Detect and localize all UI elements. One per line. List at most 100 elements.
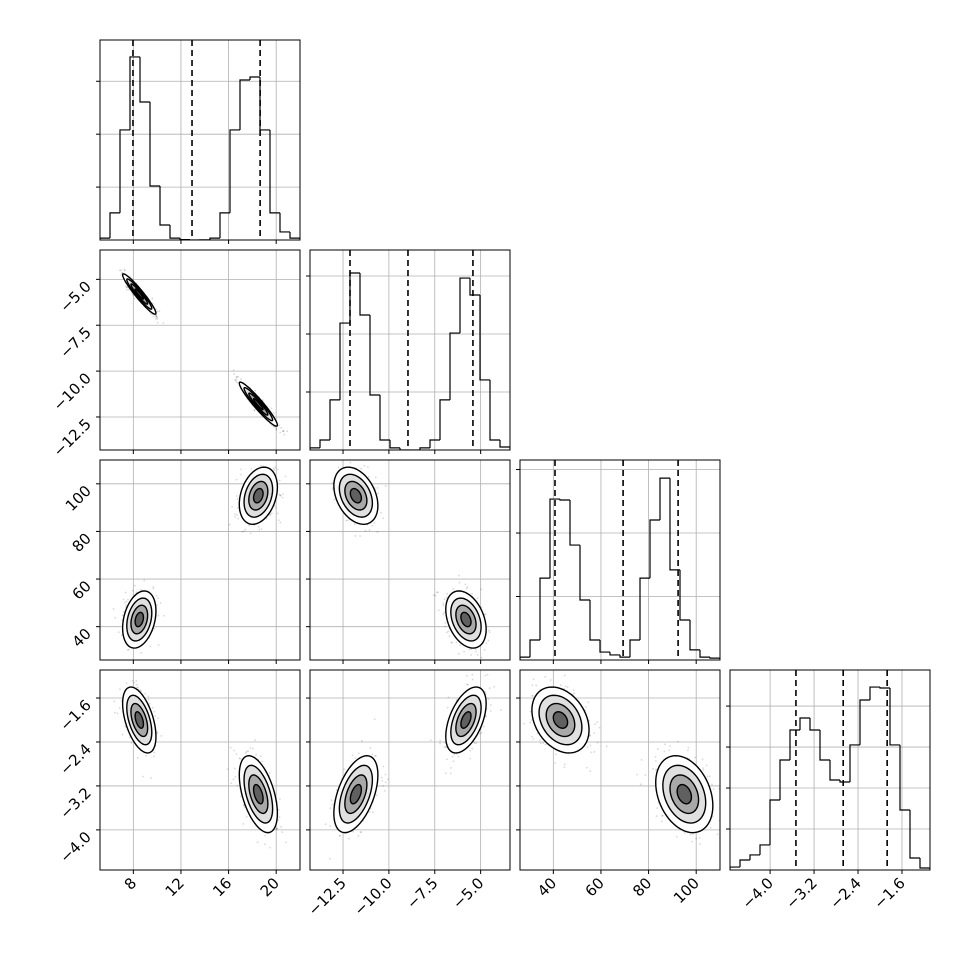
y-tick-label: −4.0 (56, 828, 94, 866)
sample-point (446, 758, 448, 761)
sample-point (474, 648, 477, 651)
sample-point (278, 479, 281, 482)
sample-point (529, 721, 531, 724)
y-tick-label: −2.4 (56, 740, 94, 778)
density-contour (460, 611, 472, 628)
x-tick-label: −7.5 (403, 874, 441, 912)
x-tick-label: 100 (670, 874, 703, 907)
sample-point (351, 754, 354, 757)
sample-point (458, 581, 461, 584)
sample-point (464, 583, 467, 586)
sample-point (586, 746, 589, 748)
sample-point (144, 692, 147, 695)
sample-point (677, 740, 679, 743)
sample-point (264, 834, 267, 837)
x-tick-label: −4.0 (738, 874, 776, 912)
y-tick-label: −3.2 (56, 784, 94, 822)
sample-point (233, 749, 235, 752)
sample-point (247, 750, 249, 753)
sample-point (147, 698, 150, 701)
x-tick-label: 12 (162, 874, 188, 900)
sample-point (279, 494, 282, 497)
sample-point (156, 310, 159, 313)
sample-point (353, 523, 356, 526)
sample-point (471, 678, 474, 681)
sample-point (476, 597, 479, 600)
x-tick-label: −3.2 (782, 874, 820, 912)
sample-point (244, 751, 247, 754)
sample-point (661, 814, 664, 817)
sample-point (234, 775, 237, 778)
sample-point (249, 747, 252, 749)
sample-point (234, 513, 236, 516)
hist-bin (899, 744, 910, 811)
sample-point (382, 517, 385, 520)
hist-bin (779, 759, 790, 800)
hist-bin (739, 859, 750, 868)
sample-point (114, 711, 116, 714)
sample-point (281, 496, 284, 499)
sample-point (588, 734, 591, 737)
sample-point (113, 700, 116, 703)
sample-point (387, 778, 390, 781)
sample-point (242, 823, 245, 825)
hist-bin (799, 717, 810, 730)
sample-point (702, 769, 705, 771)
sample-point (275, 507, 277, 509)
sample-point (275, 827, 278, 830)
hist-bin (379, 395, 390, 441)
sample-point (444, 772, 447, 775)
hist-bin (689, 620, 700, 651)
hist-bin (809, 718, 820, 731)
sample-point (276, 468, 279, 471)
sample-point (584, 706, 587, 708)
sample-point (286, 430, 289, 433)
sample-point (371, 524, 374, 527)
sample-point (588, 719, 591, 722)
sample-point (563, 687, 566, 690)
sample-point (449, 772, 452, 775)
sample-point (445, 746, 447, 748)
sample-point (499, 709, 502, 711)
panel-frame (309, 669, 511, 871)
sample-point (640, 758, 643, 761)
panel (730, 670, 930, 870)
sample-point (153, 751, 156, 754)
hist-bin (539, 577, 550, 640)
hist-bin (879, 687, 890, 689)
sample-point (282, 430, 284, 433)
sample-point (471, 673, 474, 676)
hist-bin (609, 652, 620, 656)
sample-point (235, 376, 238, 378)
sample-point (488, 631, 491, 633)
sample-point (554, 753, 557, 756)
sample-point (450, 641, 453, 644)
sample-point (157, 644, 160, 647)
sample-point (157, 614, 160, 617)
sample-point (136, 686, 139, 689)
sample-point (151, 297, 154, 300)
sample-point (436, 591, 438, 594)
sample-point (480, 588, 483, 591)
sample-point (445, 596, 448, 599)
sample-point (469, 749, 472, 752)
sample-point (352, 830, 354, 833)
sample-point (126, 286, 129, 289)
sample-point (140, 690, 143, 693)
density-contour (252, 487, 264, 504)
hist-bin (599, 640, 610, 653)
sample-point (119, 688, 121, 691)
panel-frame (99, 39, 301, 241)
sample-point (258, 528, 261, 531)
sample-point (151, 706, 154, 709)
sample-point (701, 767, 704, 770)
sample-point (125, 604, 128, 607)
sample-point (156, 316, 158, 319)
sample-point (439, 742, 441, 745)
sample-point (273, 469, 276, 471)
hist-bin (579, 545, 590, 601)
hist-bin (269, 129, 280, 214)
sample-point (655, 815, 658, 818)
sample-point (705, 764, 708, 767)
